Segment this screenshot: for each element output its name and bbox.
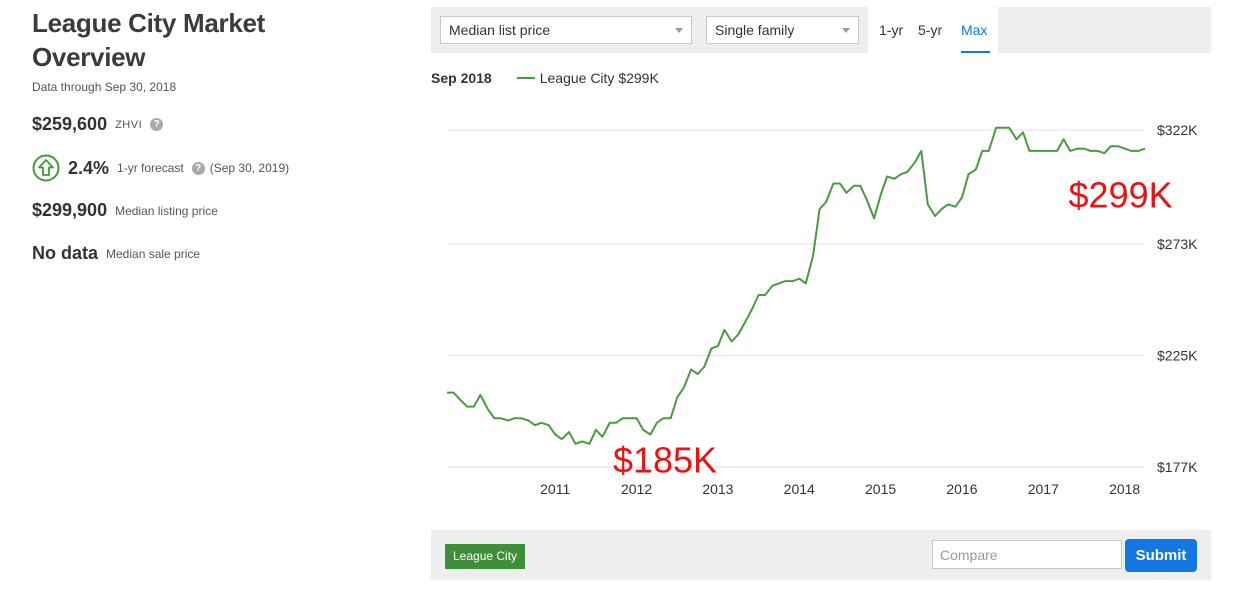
page-title-line2: Overview	[32, 42, 146, 72]
x-tick-label: 2017	[1028, 481, 1059, 497]
zhvi-label: ZHVI	[115, 118, 143, 131]
x-tick-label: 2014	[784, 481, 815, 497]
range-5yr-tab[interactable]: 5-yr	[918, 22, 943, 38]
active-tab-indicator	[961, 51, 990, 53]
time-range-tabs: 1-yr 5-yr Max	[868, 7, 998, 53]
range-max-tab[interactable]: Max	[961, 22, 988, 38]
y-tick-label: $225K	[1157, 347, 1198, 363]
market-overview-panel: League City Market Overview Data through…	[32, 6, 412, 94]
listing-price-label: Median listing price	[115, 203, 218, 218]
x-tick-label: 2011	[540, 481, 570, 497]
help-icon[interactable]: ?	[150, 118, 164, 131]
x-tick-label: 2016	[946, 481, 977, 497]
metric-select[interactable]: Median list price	[440, 16, 692, 44]
arrow-up-circle-icon	[32, 154, 60, 182]
home-type-select-value: Single family	[715, 22, 795, 38]
range-1yr-tab[interactable]: 1-yr	[879, 22, 904, 38]
forecast-stat: 2.4% 1-yr forecast ? (Sep 30, 2019)	[32, 154, 289, 182]
data-through-date: Data through Sep 30, 2018	[32, 80, 177, 94]
x-tick-label: 2013	[702, 481, 733, 497]
chart-legend: Sep 2018 League City $299K	[431, 70, 659, 86]
chevron-down-icon	[842, 28, 850, 33]
compare-input[interactable]	[932, 540, 1122, 569]
page-title: League City Market Overview	[32, 6, 412, 74]
x-tick-label: 2015	[865, 481, 896, 497]
listing-price-stat: $299,900 Median listing price	[32, 200, 218, 221]
y-tick-label: $177K	[1157, 459, 1198, 475]
chevron-down-icon	[675, 28, 683, 33]
zhvi-stat: $259,600 ZHVI ?	[32, 114, 164, 135]
zhvi-value: $259,600	[32, 114, 108, 134]
y-tick-label: $273K	[1157, 236, 1198, 252]
x-tick-label: 2012	[621, 481, 652, 497]
series-line	[447, 126, 1146, 445]
forecast-value: 2.4%	[68, 157, 110, 178]
submit-button[interactable]: Submit	[1125, 539, 1197, 572]
home-type-select[interactable]: Single family	[706, 16, 859, 44]
legend-series-label: League City $299K	[539, 70, 659, 86]
forecast-date: (Sep 30, 2019)	[209, 161, 290, 175]
sale-price-label: Median sale price	[106, 246, 201, 261]
price-annotation: $185K	[613, 439, 717, 480]
forecast-label: 1-yr forecast	[117, 161, 184, 175]
chart-toolbar: Median list price Single family 1-yr 5-y…	[431, 7, 1211, 53]
area-tag-league-city[interactable]: League City	[445, 544, 526, 569]
metric-select-value: Median list price	[449, 22, 551, 38]
sale-price-value: No data	[32, 243, 99, 263]
compare-bar: League City Submit	[431, 530, 1211, 580]
page-title-line1: League City Market	[32, 8, 266, 38]
legend-date: Sep 2018	[431, 70, 492, 86]
y-tick-label: $322K	[1157, 122, 1198, 138]
help-icon[interactable]: ?	[191, 161, 205, 175]
price-annotation: $299K	[1069, 174, 1173, 215]
listing-price-value: $299,900	[32, 200, 108, 220]
legend-line-swatch	[516, 77, 535, 79]
x-tick-label: 2018	[1109, 481, 1140, 497]
sale-price-stat: No data Median sale price	[32, 243, 200, 264]
